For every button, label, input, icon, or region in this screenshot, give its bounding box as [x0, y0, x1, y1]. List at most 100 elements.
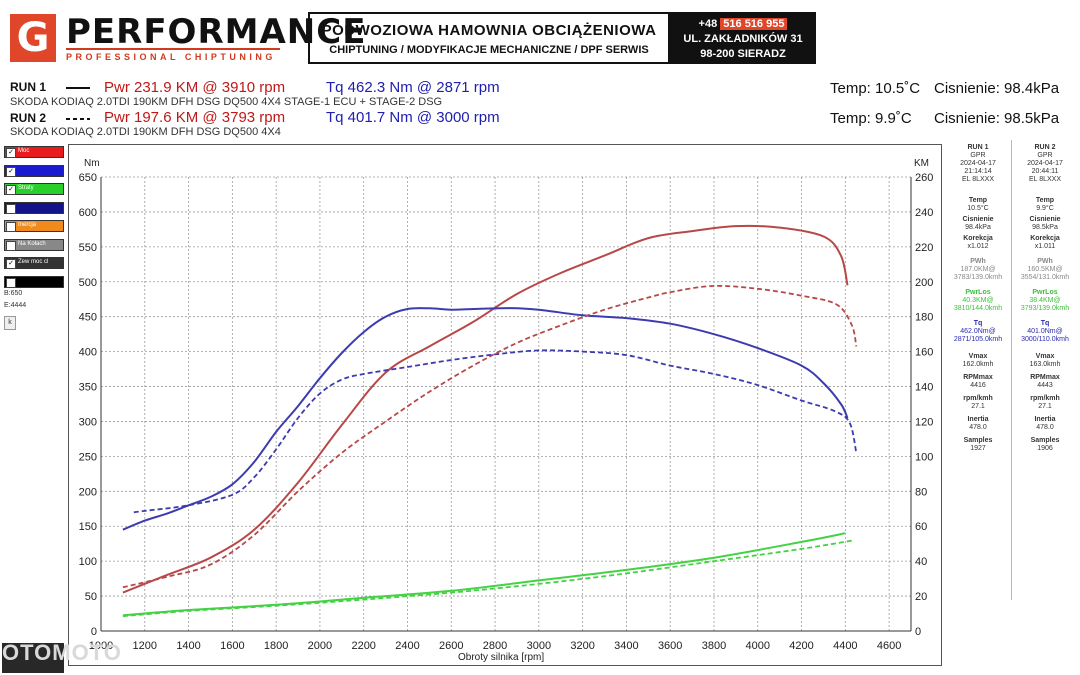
- stat-samples: 1906: [1037, 445, 1053, 452]
- channel-toggle[interactable]: Inercja: [4, 220, 64, 232]
- stat-op: EL 8LXXX: [961, 176, 995, 183]
- phone-line: +48 516 516 955: [670, 17, 816, 32]
- stat-vmax-h: Vmax: [968, 353, 988, 360]
- series-line-6: [122, 539, 855, 618]
- channel-checkbox[interactable]: [6, 222, 16, 232]
- stat-press-h: Cisnienie: [962, 216, 994, 223]
- x-tick-label: 4000: [746, 640, 770, 652]
- run2-line-sample: [66, 118, 90, 120]
- stat-time: 21:14:14: [964, 168, 992, 175]
- stat-inertia: 478.0: [969, 424, 987, 431]
- channel-toggle[interactable]: ✓ Moc: [4, 146, 64, 158]
- stats-run1: RUN 1 GPR 2024-04-17 21:14:14 EL 8LXXX Temp 10…: [946, 140, 1010, 452]
- stat-samples-h: Samples: [963, 437, 993, 444]
- phone-prefix: +48: [698, 18, 718, 30]
- y-right-tick-label: 220: [915, 242, 933, 254]
- stat-code: GPR: [1037, 152, 1053, 159]
- logo-underline: [66, 48, 280, 50]
- y-left-tick-label: 650: [79, 172, 97, 184]
- y-left-tick-label: 500: [79, 277, 97, 289]
- run2-label: RUN 2: [10, 111, 47, 125]
- stat-rpmmax: 4416: [970, 382, 986, 389]
- channel-toggle[interactable]: ✓: [4, 164, 64, 177]
- x-tick-label: 2600: [439, 640, 463, 652]
- channel-toggle[interactable]: [4, 201, 64, 214]
- stat-press: 98.4kPa: [965, 224, 991, 231]
- run2-torque: Tq 401.7 Nm @ 3000 rpm: [326, 109, 500, 126]
- stat-time: 20:44:11: [1031, 168, 1059, 175]
- channel-toggle[interactable]: [4, 275, 64, 288]
- stat-temp: 10.5°C: [967, 205, 989, 212]
- stat-pl1: 38.4KM@: [1029, 297, 1061, 304]
- stat-tq-h: Tq: [1040, 320, 1050, 327]
- stats-separator: [1011, 140, 1012, 600]
- b-value: B:650: [4, 290, 23, 297]
- phone-number: 516 516 955: [720, 18, 788, 30]
- stat-tq2: 3000/110.0kmh: [1021, 336, 1069, 343]
- y-left-tick-label: 50: [85, 591, 97, 603]
- series-line-1: [122, 224, 849, 594]
- channel-checkbox[interactable]: ✓: [6, 166, 16, 177]
- stat-rpmkmh-h: rpm/kmh: [1030, 395, 1060, 402]
- stat-samples: 1927: [970, 445, 986, 452]
- y-left-tick-label: 450: [79, 312, 97, 324]
- channel-checkbox[interactable]: ✓: [6, 148, 16, 158]
- stat-temp: 9.9°C: [1036, 205, 1054, 212]
- channel-checkbox[interactable]: [6, 240, 16, 251]
- x-tick-label: 3600: [658, 640, 682, 652]
- series-line-3: [122, 284, 858, 589]
- y-left-tick-label: 400: [79, 347, 97, 359]
- channel-checkbox[interactable]: [6, 203, 16, 214]
- logo-name: PERFORMANCE: [66, 12, 367, 52]
- k-button[interactable]: k: [4, 316, 16, 330]
- stat-date: 2024-04-17: [1027, 160, 1063, 167]
- y-right-tick-label: 80: [915, 486, 927, 498]
- channel-toggle[interactable]: Na Kołach: [4, 238, 64, 251]
- x-tick-label: 3000: [527, 640, 551, 652]
- y-left-tick-label: 300: [79, 416, 97, 428]
- series-line-2: [122, 307, 849, 531]
- channel-checkbox[interactable]: ✓: [6, 185, 16, 195]
- run2-power: Pwr 197.6 KM @ 3793 rpm: [104, 109, 286, 126]
- x-tick-label: 3200: [570, 640, 594, 652]
- address-city: 98-200 SIERADZ: [700, 48, 786, 60]
- stat-inertia: 478.0: [1036, 424, 1054, 431]
- y-right-tick-label: 240: [915, 207, 933, 219]
- stat-vmax: 163.0kmh: [1029, 361, 1061, 368]
- x-tick-label: 4600: [877, 640, 901, 652]
- stat-samples-h: Samples: [1030, 437, 1060, 444]
- banner-title: PODWOZIOWA HAMOWNIA OBCIĄŻENIOWA: [321, 22, 657, 39]
- watermark-backdrop: [2, 643, 64, 673]
- y-right-tick-label: 120: [915, 416, 933, 428]
- banner-subtitle: CHIPTUNING / MODYFIKACJE MECHANICZNE / D…: [329, 44, 649, 56]
- stat-run: RUN 2: [1034, 144, 1056, 151]
- x-tick-label: 1800: [264, 640, 288, 652]
- channel-checkbox[interactable]: ✓: [6, 259, 16, 269]
- x-tick-label: 2800: [483, 640, 507, 652]
- run2-description: SKODA KODIAQ 2.0TDI 190KM DFH DSG DQ500 …: [10, 126, 281, 138]
- channel-label: Inercja: [18, 222, 37, 228]
- channel-toggle[interactable]: ✓ Zew moc cl: [4, 257, 64, 269]
- channel-label: Na Kołach: [18, 240, 46, 247]
- stat-tq1: 462.0Nm@: [960, 328, 996, 335]
- stat-inertia-h: Inertia: [1034, 416, 1056, 423]
- stat-pwh-h: PWh: [1037, 258, 1053, 265]
- run1-label: RUN 1: [10, 80, 47, 94]
- y-left-tick-label: 600: [79, 207, 97, 219]
- stat-temp-h: Temp: [1035, 197, 1055, 204]
- y-right-tick-label: 100: [915, 451, 933, 463]
- stat-rpmmax-h: RPMmax: [963, 374, 993, 381]
- x-tick-label: 1400: [176, 640, 200, 652]
- channel-checkbox[interactable]: [6, 277, 16, 288]
- stat-pl2: 3793/139.0kmh: [1020, 305, 1070, 312]
- y-right-tick-label: 60: [915, 521, 927, 533]
- x-axis-title: Obroty silnika [rpm]: [458, 652, 545, 663]
- channel-toggle[interactable]: ✓ Straty: [4, 183, 64, 195]
- logo-tagline: PROFESSIONAL CHIPTUNING: [66, 52, 276, 62]
- stat-pwh1: 160.5KM@: [1027, 266, 1063, 273]
- stat-pwh2: 3554/131.0kmh: [1020, 274, 1070, 281]
- stat-code: GPR: [970, 152, 986, 159]
- y-left-tick-label: 0: [91, 626, 97, 638]
- x-tick-label: 2400: [395, 640, 419, 652]
